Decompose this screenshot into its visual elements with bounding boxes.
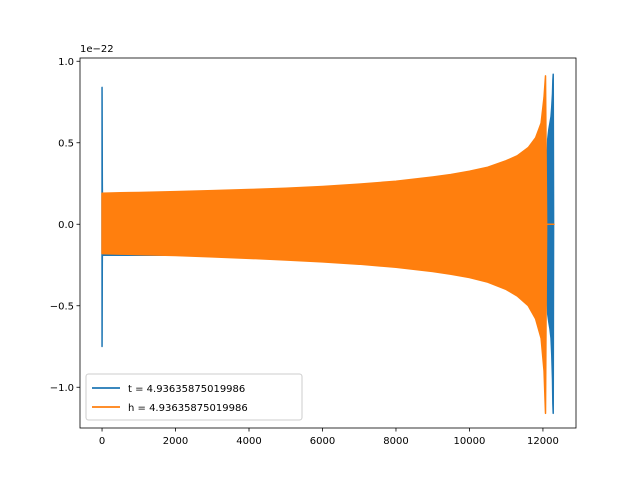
x-tick-label: 2000: [163, 436, 188, 447]
series-layer: [101, 73, 555, 415]
legend-label-0: t = 4.93635875019986: [128, 384, 245, 395]
x-axis: 0 2000 4000 6000 8000 10000 12000: [99, 428, 559, 447]
x-tick-label: 8000: [383, 436, 408, 447]
x-tick-label: 12000: [527, 436, 559, 447]
y-offset-label: 1e−22: [80, 44, 114, 55]
legend-box: [85, 373, 303, 421]
legend: t = 4.93635875019986 h = 4.93635875019986: [85, 373, 303, 421]
x-tick-label: 10000: [454, 436, 486, 447]
series-1-line: [101, 75, 555, 415]
x-tick-label: 0: [99, 436, 105, 447]
y-axis: 1.0 0.5 0.0 −0.5 −1.0: [50, 57, 80, 394]
x-tick-label: 6000: [310, 436, 335, 447]
plot-frame: [79, 57, 577, 429]
y-tick-label: 1.0: [58, 57, 74, 68]
y-tick-label: −0.5: [50, 301, 74, 312]
y-tick-label: 0.0: [58, 220, 74, 231]
y-tick-label: −1.0: [50, 383, 74, 394]
legend-label-1: h = 4.93635875019986: [128, 403, 248, 414]
y-tick-label: 0.5: [58, 138, 74, 149]
x-tick-label: 4000: [236, 436, 261, 447]
